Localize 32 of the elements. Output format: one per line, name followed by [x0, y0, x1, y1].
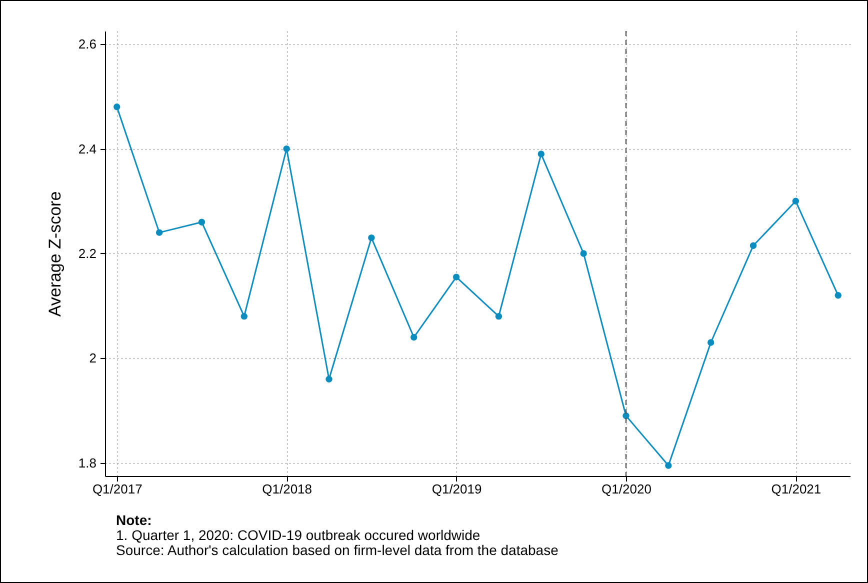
point	[495, 312, 502, 320]
point	[156, 229, 163, 236]
point	[622, 412, 630, 420]
point	[368, 234, 375, 242]
point	[665, 462, 672, 469]
source-note: Source: Author's calculation based on firm-level data from the database	[116, 542, 558, 558]
point	[580, 250, 587, 257]
x-tick-label: Q1/2020	[602, 482, 652, 496]
x-tick-label: Q1/2019	[432, 482, 482, 496]
point	[834, 292, 842, 299]
y-tick-label: 2.4	[78, 141, 96, 156]
y-tick-label: 2.2	[78, 246, 96, 261]
point	[452, 274, 460, 280]
x-tick-label: Q1/2021	[771, 482, 822, 496]
point	[410, 334, 418, 341]
point	[750, 242, 757, 249]
point	[792, 198, 800, 204]
text: 1. Quarter 1, 2020: COVID-19 outbreak occured worldwide	[116, 527, 482, 543]
point	[283, 145, 290, 152]
point	[240, 312, 248, 320]
x-tick-label: Q1/2017	[92, 482, 142, 496]
text: Note:	[116, 512, 153, 528]
y-tick-label: 1.8	[78, 455, 96, 470]
point	[326, 376, 332, 382]
point	[198, 218, 206, 226]
y-axis-title: Average Z-score	[45, 191, 64, 317]
x-tick-label: Q1/2018	[262, 482, 312, 496]
point	[538, 150, 544, 158]
point	[114, 104, 120, 110]
point	[707, 339, 714, 346]
y-tick-label: 2	[89, 350, 96, 366]
y-tick-label: 2.6	[78, 36, 96, 52]
